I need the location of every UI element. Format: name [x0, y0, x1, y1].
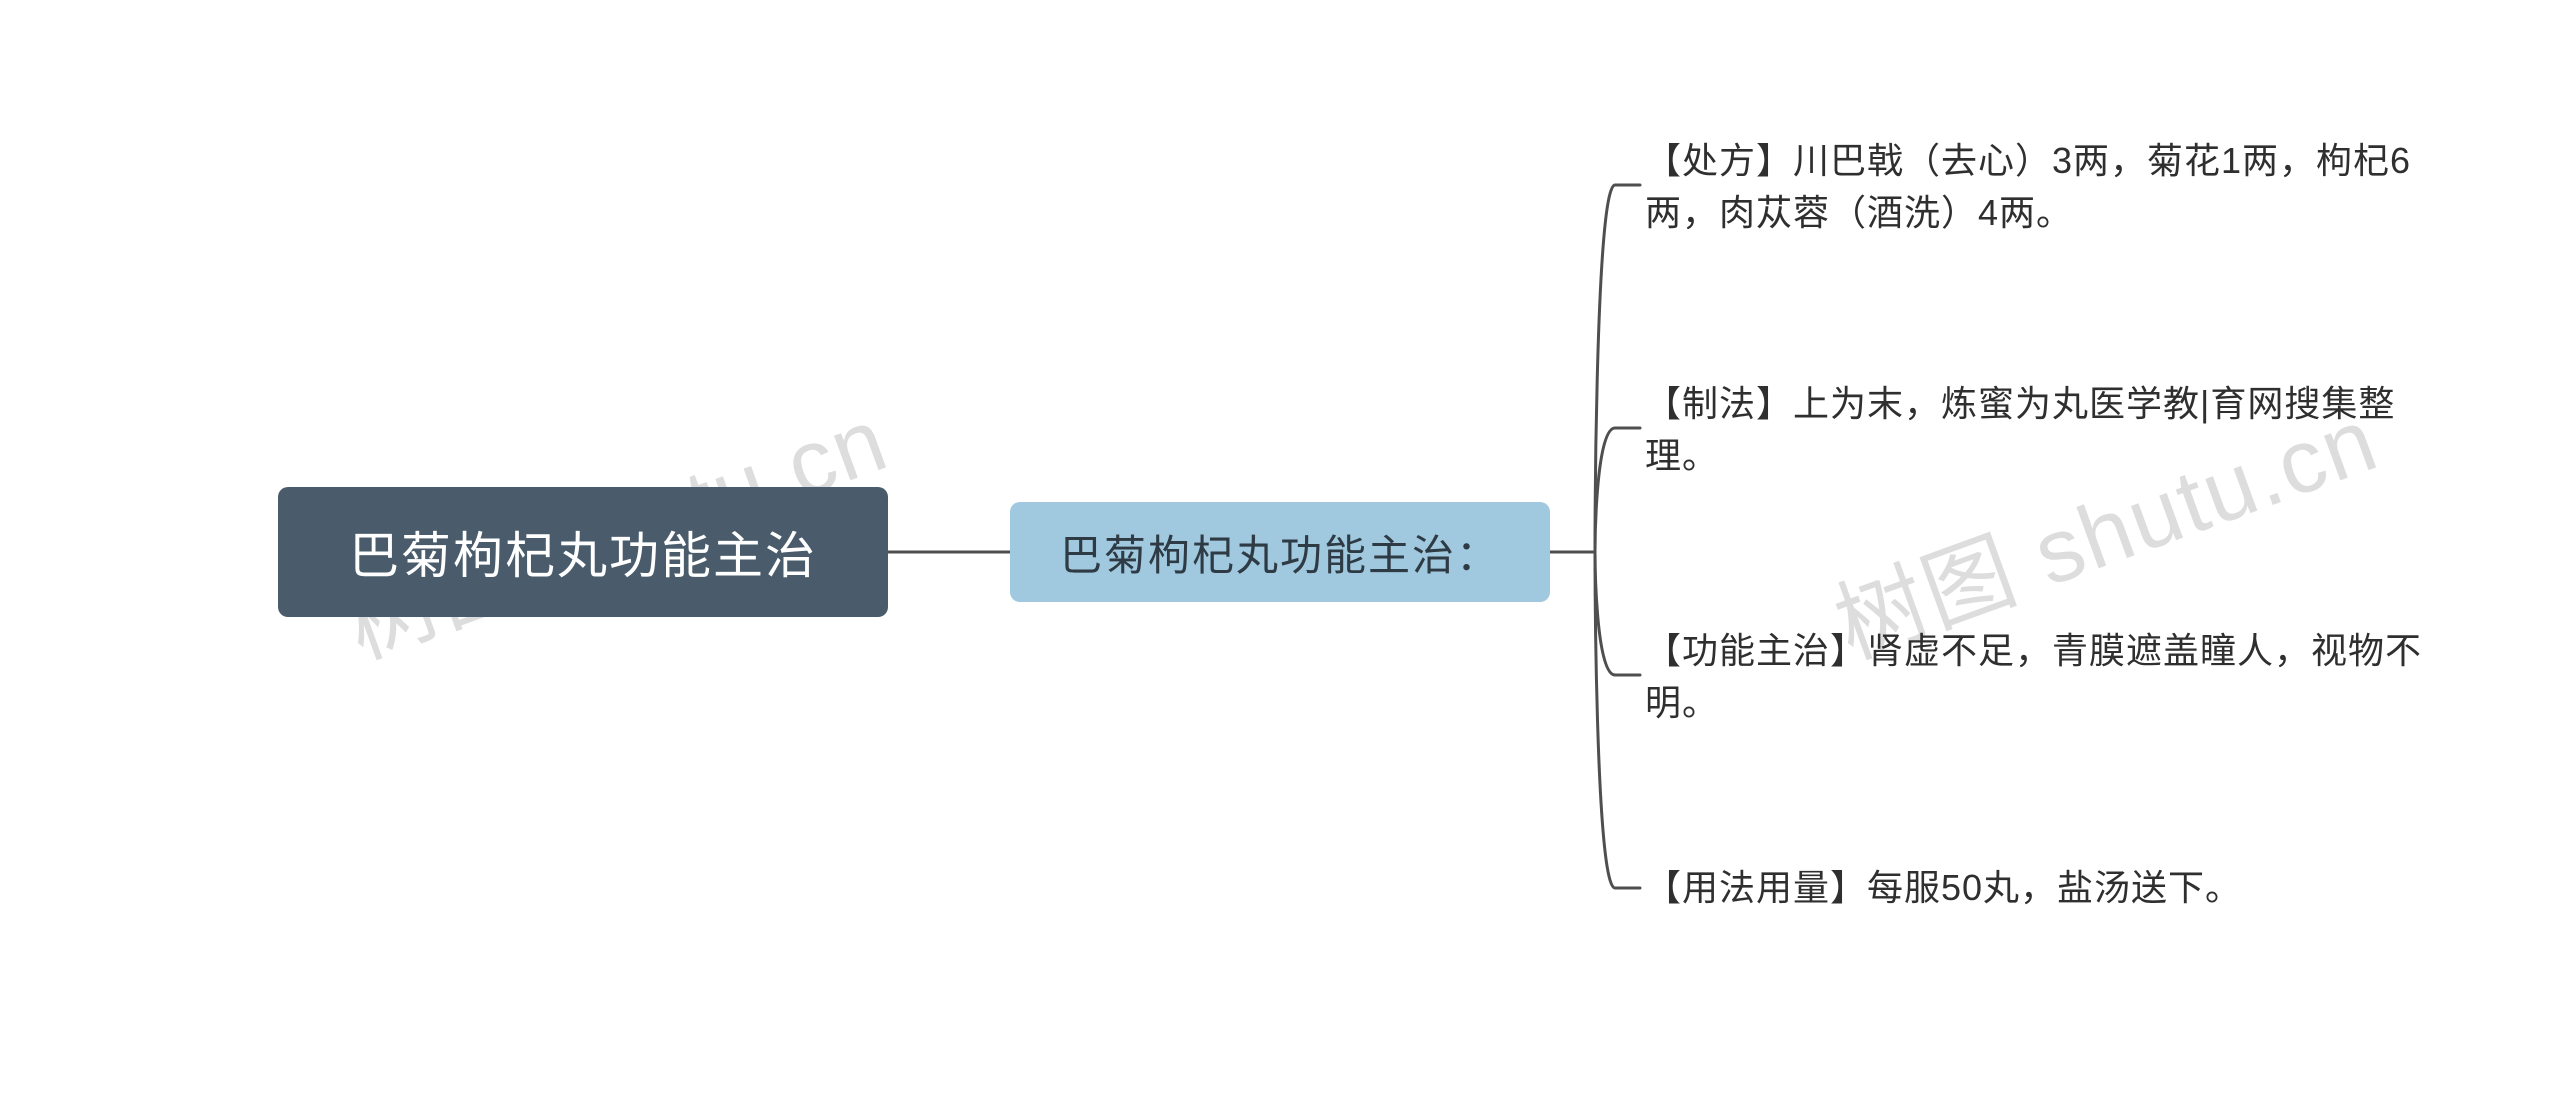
leaf-node[interactable]: 【制法】上为末，炼蜜为丸医学教|育网搜集整理。: [1645, 378, 2445, 482]
leaf-text: 【制法】上为末，炼蜜为丸医学教|育网搜集整理。: [1645, 383, 2395, 476]
leaf-text: 【处方】川巴戟（去心）3两，菊花1两，枸杞6两，肉苁蓉（酒洗）4两。: [1645, 140, 2411, 233]
mindmap-canvas: 树图 shutu.cn 树图 shutu.cn 巴菊枸杞丸功能主治 巴菊枸杞丸功…: [0, 0, 2560, 1110]
leaf-text: 【用法用量】每服50丸，盐汤送下。: [1645, 867, 2242, 908]
branch-node[interactable]: 巴菊枸杞丸功能主治：: [1010, 502, 1550, 602]
branch-label: 巴菊枸杞丸功能主治：: [1060, 522, 1500, 583]
leaf-node[interactable]: 【功能主治】肾虚不足，青膜遮盖瞳人，视物不明。: [1645, 625, 2445, 729]
root-node[interactable]: 巴菊枸杞丸功能主治: [278, 487, 888, 617]
root-label: 巴菊枸杞丸功能主治: [349, 516, 817, 588]
leaf-node[interactable]: 【处方】川巴戟（去心）3两，菊花1两，枸杞6两，肉苁蓉（酒洗）4两。: [1645, 135, 2445, 239]
leaf-node[interactable]: 【用法用量】每服50丸，盐汤送下。: [1645, 862, 2445, 914]
leaf-text: 【功能主治】肾虚不足，青膜遮盖瞳人，视物不明。: [1645, 630, 2422, 723]
